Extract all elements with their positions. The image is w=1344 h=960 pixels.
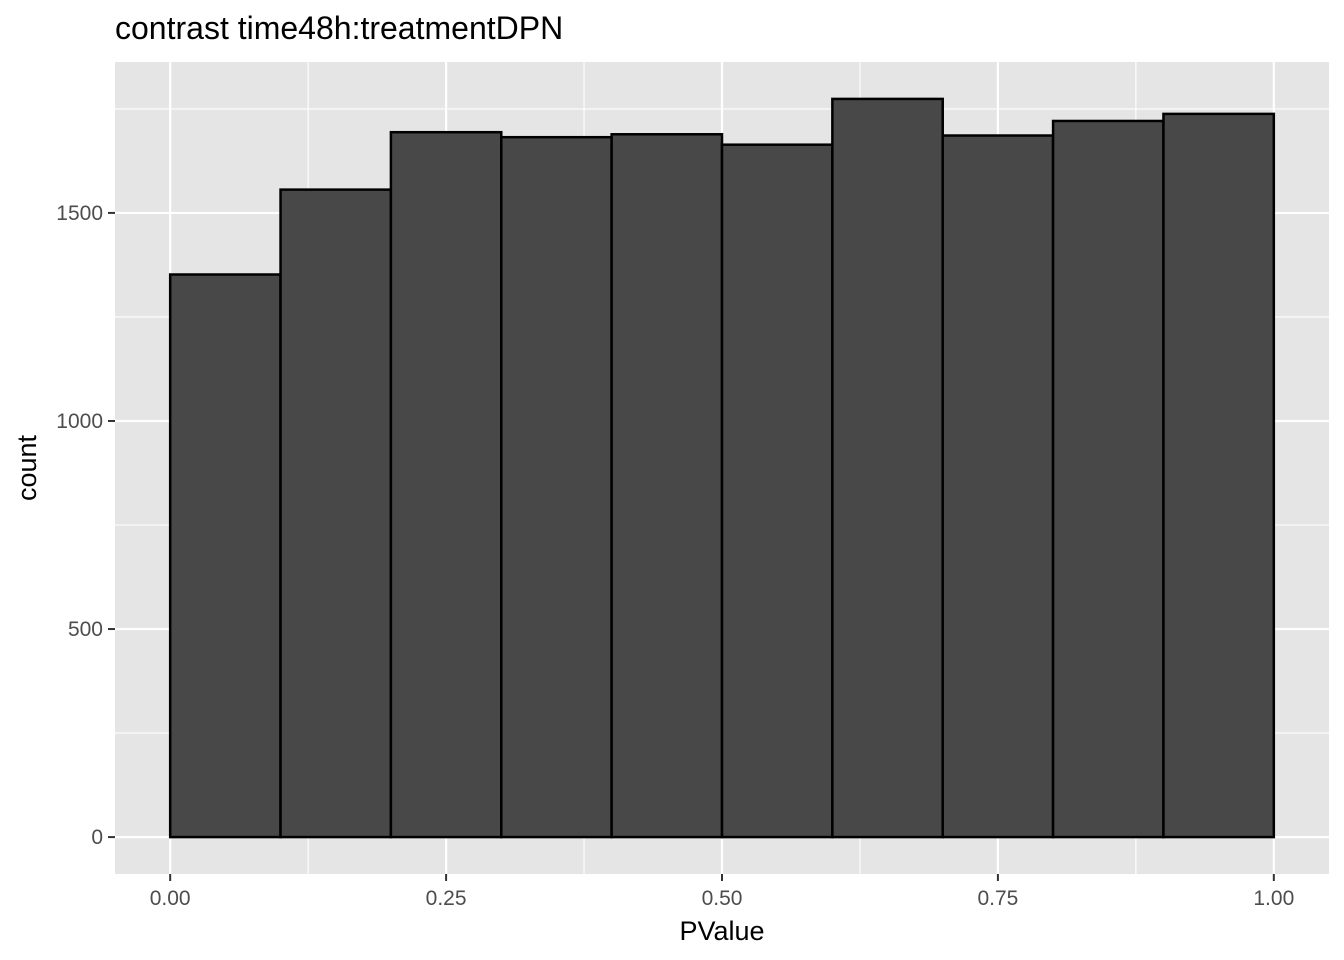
chart-title: contrast time48h:treatmentDPN [115, 10, 563, 46]
y-axis-title: count [12, 434, 42, 501]
x-tick-label: 0.25 [426, 887, 467, 910]
histogram-bar [1162, 112, 1276, 839]
histogram-bars [168, 97, 1276, 839]
x-tick-label: 0.00 [150, 887, 191, 910]
histogram-bar [279, 188, 393, 839]
y-tick-label: 1000 [56, 410, 103, 433]
y-axis: 0 500 1000 1500 [56, 202, 115, 849]
histogram-bar [389, 130, 503, 839]
histogram-bar [168, 273, 282, 839]
histogram-bar [1051, 119, 1165, 839]
histogram-bar [610, 133, 724, 839]
x-axis-title: PValue [679, 916, 764, 946]
histogram-bar [831, 97, 944, 839]
x-axis: 0.00 0.25 0.50 0.75 1.00 [150, 874, 1294, 910]
x-tick-label: 0.75 [977, 887, 1018, 910]
histogram-bar [500, 135, 613, 839]
x-tick-label: 1.00 [1253, 887, 1294, 910]
histogram-bar [720, 143, 834, 839]
y-tick-label: 500 [68, 618, 103, 641]
histogram-bar [941, 134, 1055, 839]
x-tick-label: 0.50 [702, 887, 743, 910]
y-tick-label: 1500 [56, 202, 103, 225]
y-tick-label: 0 [91, 826, 103, 849]
